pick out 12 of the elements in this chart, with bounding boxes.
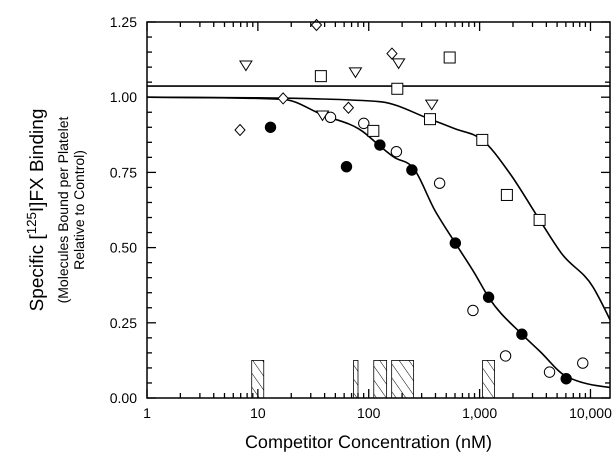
x-axis-title: Competitor Concentration (nM) xyxy=(244,432,492,452)
x-tick-label: 1,000 xyxy=(462,405,498,421)
y-tick-label: 1.25 xyxy=(110,14,138,30)
y-tick-label: 0.50 xyxy=(110,240,138,256)
x-tick-label: 10 xyxy=(250,405,266,421)
y-tick-label: 0.00 xyxy=(110,390,138,406)
y-tick-label: 0.25 xyxy=(110,314,138,331)
y-tick-label: 1.00 xyxy=(110,89,138,106)
x-tick-label: 100 xyxy=(357,405,381,421)
x-tick-label: 10,000 xyxy=(569,405,612,421)
y-tick-label: 0.75 xyxy=(110,164,138,180)
x-tick-label: 1 xyxy=(143,405,152,421)
